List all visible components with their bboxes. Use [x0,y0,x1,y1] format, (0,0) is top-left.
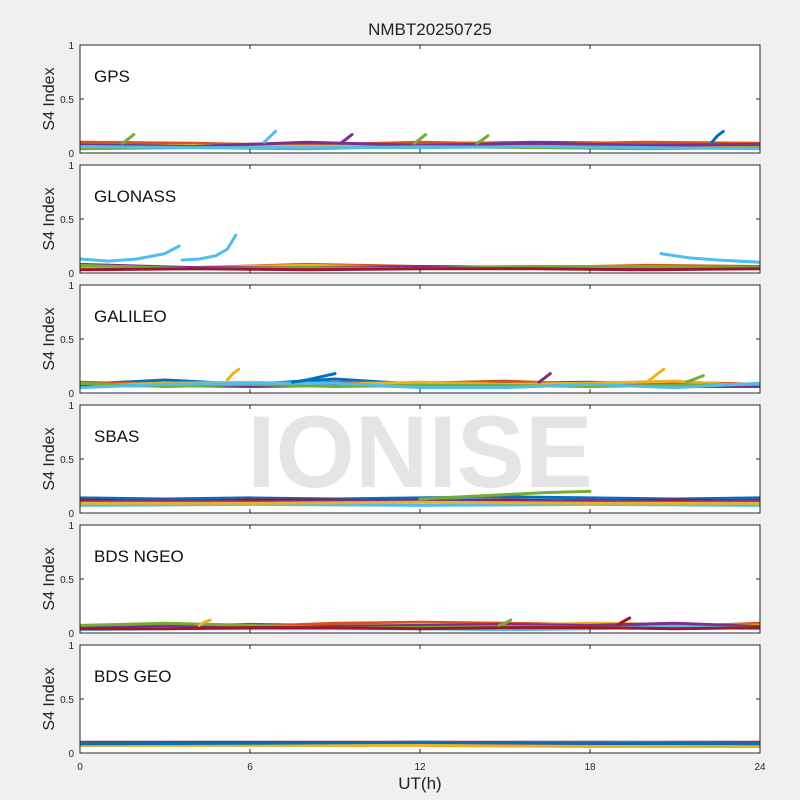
y-tick-label: 1 [68,161,74,172]
series-line-1 [80,140,760,147]
x-tick-label: 24 [754,762,766,773]
plot-area [80,525,760,633]
y-tick-label: 0 [68,149,74,160]
series-line-5 [80,500,760,505]
y-axis-label: S4 Index [41,67,58,130]
panel-label: BDS NGEO [94,547,184,566]
x-tick-label: 18 [584,762,596,773]
series-line-1 [180,233,238,262]
y-tick-label: 1 [68,41,74,52]
y-tick-label: 1 [68,521,74,532]
series-line-7 [225,367,241,382]
series-group [80,616,760,632]
series-line-6 [710,129,725,144]
y-tick-label: 0.5 [60,215,74,226]
y-tick-label: 0.5 [60,335,74,346]
panel-label: GPS [94,67,130,86]
y-axis-label: S4 Index [41,667,58,730]
y-tick-label: 1 [68,281,74,292]
series-line-8 [121,133,136,145]
y-tick-label: 0.5 [60,95,74,106]
panel-label: GLONASS [94,187,176,206]
y-tick-label: 0 [68,269,74,280]
series-line-10 [412,133,428,145]
series-line-3 [80,743,760,748]
y-tick-label: 1 [68,641,74,652]
plot-area [80,45,760,153]
series-line-7 [616,616,632,626]
y-tick-label: 0 [68,749,74,760]
series-line-7 [262,129,277,144]
series-group [80,233,760,272]
plot-area [80,285,760,393]
series-line-8 [80,267,760,272]
panel-bds-ngeo: 0 0.5 1 S4 Index BDS NGEO [41,521,761,640]
series-line-9 [537,372,552,384]
plot-area [80,645,760,753]
figure-title: NMBT20250725 [368,20,492,39]
y-tick-label: 0.5 [60,455,74,466]
y-tick-label: 1 [68,401,74,412]
y-axis-label: S4 Index [41,307,58,370]
panel-bds-geo: 0 0.5 1 S4 Index BDS GEO [41,641,761,760]
panel-label: BDS GEO [94,667,171,686]
series-line-4 [80,740,760,746]
y-axis-label: S4 Index [41,187,58,250]
y-axis-label: S4 Index [41,547,58,610]
y-tick-label: 0 [68,389,74,400]
panel-sbas: 0 0.5 1 S4 Index SBAS [41,401,761,520]
x-tick-label: 12 [414,762,426,773]
series-line-9 [339,133,354,145]
y-tick-label: 0 [68,509,74,520]
plot-area [80,405,760,513]
y-tick-label: 0 [68,629,74,640]
series-line-11 [475,134,490,145]
series-line-5 [80,381,760,390]
plot-area [80,165,760,273]
series-line-2 [659,252,760,264]
x-tick-label: 0 [77,762,83,773]
y-tick-label: 0.5 [60,575,74,586]
series-line-9 [497,618,513,627]
panel-gps: 0 0.5 1 S4 Index GPS [41,41,761,160]
series-group [80,129,760,151]
series-line-8 [645,367,666,384]
series-group [80,740,760,748]
series-line-8 [197,618,212,627]
y-axis-label: S4 Index [41,427,58,490]
panel-label: GALILEO [94,307,167,326]
panel-galileo: 0 0.5 1 S4 Index GALILEO [41,281,761,400]
panel-glonass: 0 0.5 1 S4 Index GLONASS [41,161,761,280]
watermark: IONISE [247,395,593,509]
series-line-3 [418,489,592,501]
x-axis-label: UT(h) [398,774,441,793]
y-tick-label: 0.5 [60,695,74,706]
series-line-6 [80,626,760,631]
series-line-6 [291,372,337,384]
series-line-0 [80,244,181,263]
x-tick-label: 6 [247,762,253,773]
x-tick-labels: 0 6 12 18 24 [77,762,766,773]
panels: 0 0.5 1 S4 Index GPS 0 0.5 1 S4 Index GLONASS 0 0.5… [41,41,761,760]
series-group [80,489,760,507]
series-line-3 [80,621,760,630]
series-line-10 [684,374,705,384]
series-line-5 [80,145,760,151]
series-group [80,367,760,390]
panel-label: SBAS [94,427,139,446]
